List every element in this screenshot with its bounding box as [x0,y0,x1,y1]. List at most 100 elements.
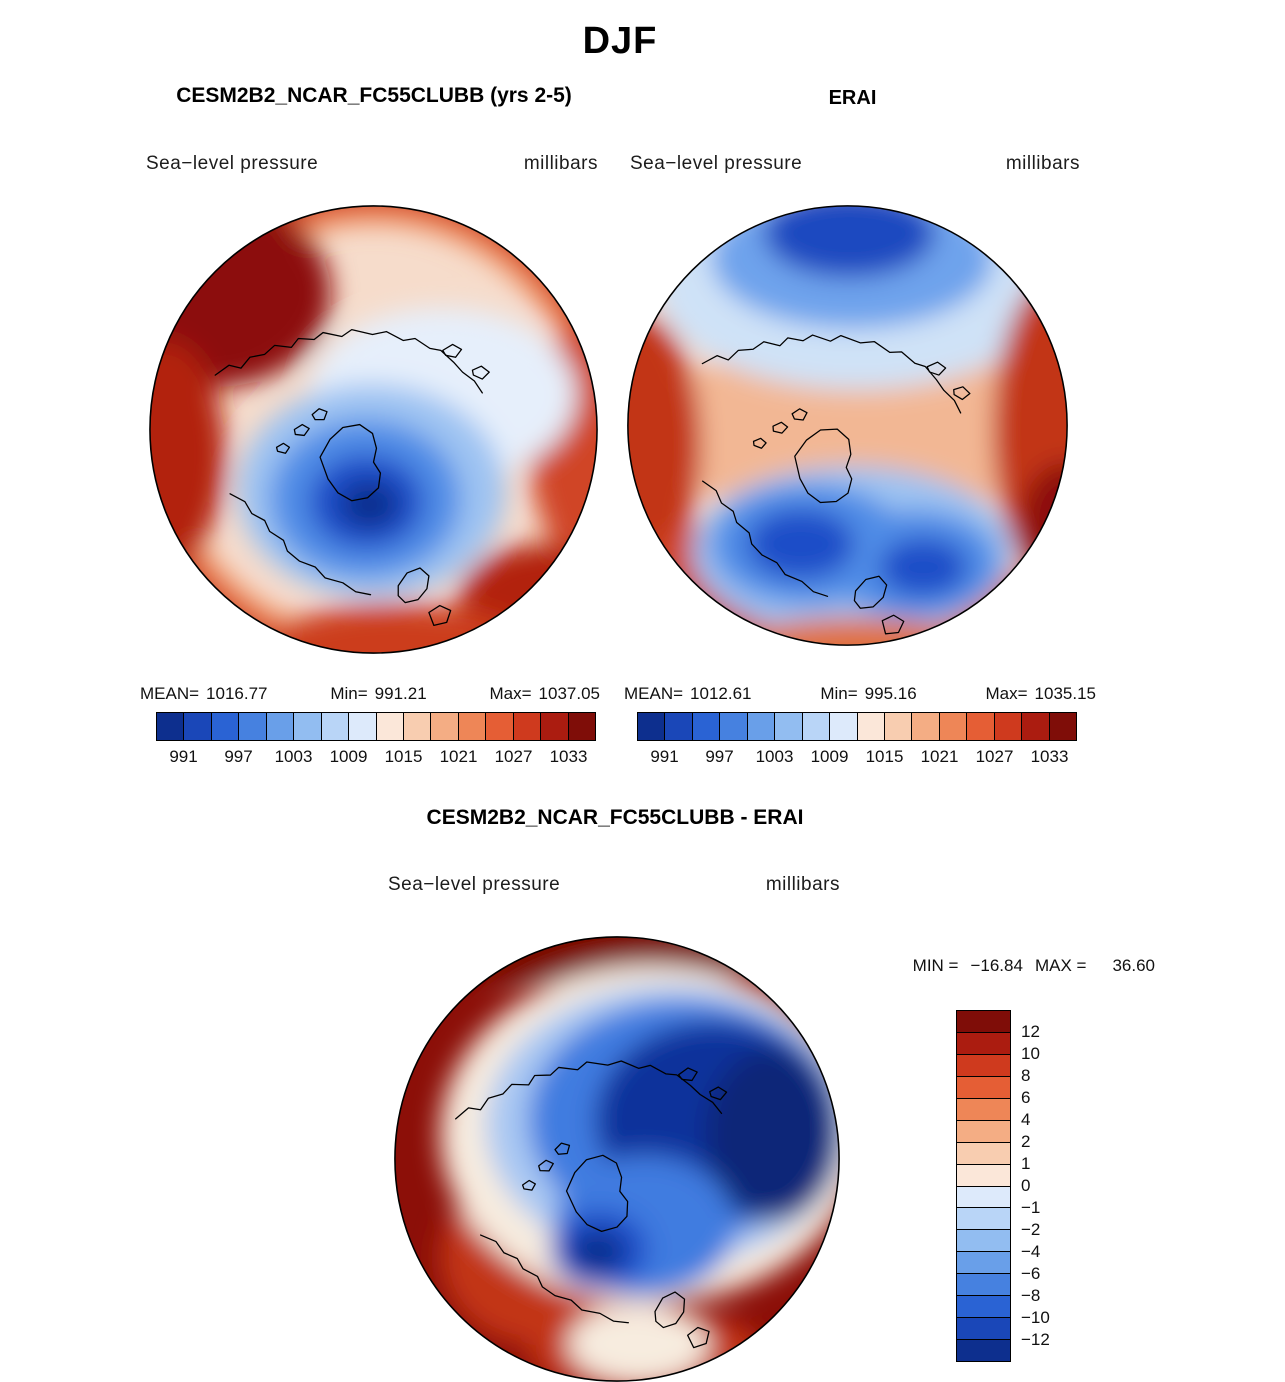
colorbar-segment [994,713,1023,740]
colorbar-segment [957,1296,1010,1319]
colorbar-tick: 1009 [810,747,849,766]
colorbar-segment [403,713,432,740]
difference-panel-title: CESM2B2_NCAR_FC55CLUBB - ERAI [426,806,804,829]
colorbar-tick: −8 [1021,1286,1041,1305]
model-mean-label: MEAN= [140,684,200,703]
colorbar-tick: 1 [1021,1154,1031,1173]
colorbar-tick: 997 [705,747,734,766]
colorbar-segment [349,713,377,740]
colorbar-tick: 997 [224,747,253,766]
model-min-label: Min= [330,684,368,703]
colorbar-segment [957,1186,1010,1209]
colorbar-tick: 1015 [384,747,423,766]
reference-min-stat: Min= 995.16 [820,684,916,704]
model-labels-row: Sea−level pressure millibars [146,153,598,175]
colorbar-tick: 1021 [920,747,959,766]
colorbar-segment [513,713,542,740]
colorbar-tick: 991 [650,747,679,766]
reference-labels-row: Sea−level pressure millibars [630,153,1080,175]
colorbar-tick: 0 [1021,1176,1031,1195]
model-colorbar [156,712,596,741]
colorbar-tick: 8 [1021,1066,1031,1085]
colorbar-segment [692,713,721,740]
colorbar-segment [266,713,295,740]
colorbar-segment [957,1164,1010,1187]
difference-labels-row: Sea−level pressure millibars [388,874,840,896]
model-colorbar-ticks: 991 997 1003 1009 1015 1021 1027 1033 [156,747,596,769]
colorbar-tick: 6 [1021,1088,1031,1107]
model-min-stat: Min= 991.21 [330,684,426,704]
colorbar-tick: 1003 [274,747,313,766]
colorbar-tick: −10 [1021,1308,1050,1327]
colorbar-segment [458,713,487,740]
model-map-boundary [149,205,598,654]
reference-map [627,205,1068,646]
reference-coastlines [701,334,971,635]
colorbar-segment [957,1076,1010,1099]
colorbar-segment [720,713,748,740]
colorbar-tick: 2 [1021,1132,1031,1151]
difference-colorbar [956,1010,1011,1362]
reference-min-label: Min= [820,684,858,703]
reference-stats-row: MEAN= 1012.61 Min= 995.16 Max= 1035.15 [624,684,1096,704]
colorbar-segment [957,1054,1010,1077]
difference-map-boundary [394,936,840,1382]
colorbar-segment [184,713,212,740]
colorbar-segment [957,1252,1010,1275]
colorbar-tick: 1027 [494,747,533,766]
colorbar-segment [376,713,404,740]
colorbar-segment [747,713,776,740]
model-panel-title: CESM2B2_NCAR_FC55CLUBB (yrs 2-5) [176,84,572,107]
colorbar-segment [541,713,569,740]
reference-min-value: 995.16 [864,684,917,703]
colorbar-segment [568,713,595,740]
colorbar-segment [957,1011,1010,1033]
reference-colorbar [637,712,1077,741]
colorbar-tick: 1033 [1030,747,1069,766]
colorbar-segment [157,713,185,740]
colorbar-tick: 12 [1021,1022,1040,1041]
difference-min-label: MIN = [912,956,959,975]
colorbar-tick: −4 [1021,1242,1041,1261]
colorbar-tick: 4 [1021,1110,1031,1129]
reference-max-value: 1035.15 [1034,684,1096,703]
colorbar-segment [665,713,693,740]
colorbar-tick: −12 [1021,1330,1050,1349]
colorbar-segment [957,1142,1010,1165]
colorbar-segment [957,1208,1010,1231]
colorbar-segment [211,713,240,740]
difference-field-label: Sea−level pressure [388,874,561,895]
colorbar-segment [486,713,514,740]
colorbar-tick: 991 [169,747,198,766]
colorbar-tick: 1033 [549,747,588,766]
reference-max-stat: Max= 1035.15 [985,684,1096,704]
colorbar-tick: 1021 [439,747,478,766]
colorbar-segment [967,713,995,740]
reference-mean-value: 1012.61 [690,684,752,703]
colorbar-tick: 1009 [329,747,368,766]
model-units-label: millibars [523,153,598,174]
colorbar-segment [912,713,940,740]
colorbar-tick: 1027 [975,747,1014,766]
model-mean-stat: MEAN= 1016.77 [140,684,268,704]
colorbar-segment [802,713,831,740]
colorbar-segment [957,1098,1010,1121]
model-mean-value: 1016.77 [206,684,268,703]
colorbar-segment [857,713,885,740]
model-max-value: 1037.05 [538,684,600,703]
colorbar-segment [830,713,858,740]
reference-panel-title: ERAI [828,87,877,109]
colorbar-tick: 1003 [755,747,794,766]
model-max-stat: Max= 1037.05 [489,684,600,704]
difference-coastlines [455,1060,728,1349]
colorbar-segment [1022,713,1050,740]
colorbar-segment [957,1120,1010,1143]
colorbar-segment [957,1340,1010,1361]
colorbar-segment [775,713,803,740]
model-max-label: Max= [489,684,532,703]
reference-mean-stat: MEAN= 1012.61 [624,684,752,704]
model-map [149,205,598,654]
reference-map-boundary [627,205,1068,646]
reference-mean-label: MEAN= [624,684,684,703]
